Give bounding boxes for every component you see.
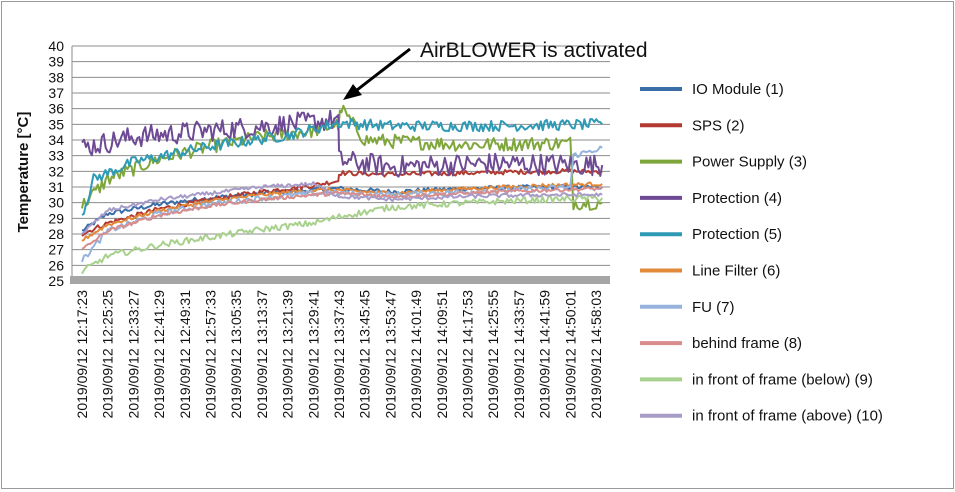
y-tick-label: 30 xyxy=(48,195,64,211)
x-tick-label: 2019/09/12 14:33:57 xyxy=(511,290,527,419)
x-tick-label: 2019/09/12 14:41:59 xyxy=(537,290,553,419)
legend-item-in-front-of-frame-above-10: in front of frame (above) (10) xyxy=(640,408,883,425)
y-tick-label: 34 xyxy=(48,132,64,148)
series-line-in-front-of-frame-below-9 xyxy=(81,194,604,275)
y-tick-label: 28 xyxy=(48,226,64,242)
x-tick-label: 2019/09/12 12:49:31 xyxy=(177,290,193,419)
legend-item-protection-4: Protection (4) xyxy=(640,190,782,207)
x-axis-ticks: 2019/09/12 12:17:23 2019/09/12 12:25:25 20… xyxy=(74,290,604,419)
series-line-sps-2 xyxy=(81,168,603,237)
legend-item-io-module-1: IO Module (1) xyxy=(640,81,784,98)
x-tick-label: 2019/09/12 13:29:41 xyxy=(305,290,321,419)
y-tick-label: 31 xyxy=(48,179,64,195)
series-line-protection-4 xyxy=(81,109,604,178)
legend-label: IO Module (1) xyxy=(692,81,784,98)
legend-label: Power Supply (3) xyxy=(692,154,807,171)
series-line-protection-5 xyxy=(81,118,603,216)
y-tick-label: 38 xyxy=(48,69,64,85)
y-tick-label: 26 xyxy=(48,257,64,273)
annotation-arrowhead xyxy=(343,84,362,100)
x-tick-label: 2019/09/12 12:33:27 xyxy=(125,290,141,419)
y-tick-label: 25 xyxy=(48,273,64,289)
legend-label: Protection (4) xyxy=(692,190,782,207)
series-line-behind-frame-8 xyxy=(81,186,603,250)
legend-label: in front of frame (above) (10) xyxy=(692,408,883,425)
y-tick-label: 40 xyxy=(48,38,64,54)
legend-item-in-front-of-frame-below-9: in front of frame (below) (9) xyxy=(640,371,873,388)
y-tick-label: 29 xyxy=(48,210,64,226)
x-tick-label: 2019/09/12 14:01:49 xyxy=(408,290,424,419)
legend-label: Line Filter (6) xyxy=(692,263,780,280)
y-tick-label: 33 xyxy=(48,148,64,164)
x-tick-label: 2019/09/12 12:57:33 xyxy=(203,290,219,419)
legend-item-fu-7: FU (7) xyxy=(640,299,735,316)
x-tick-label: 2019/09/12 13:45:45 xyxy=(357,290,373,419)
annotation-arrow xyxy=(356,47,411,92)
y-tick-label: 36 xyxy=(48,101,64,117)
series-lines xyxy=(81,104,604,275)
legend-item-protection-5: Protection (5) xyxy=(640,226,782,243)
x-axis-bar xyxy=(70,276,610,284)
y-tick-label: 35 xyxy=(48,116,64,132)
legend: IO Module (1) SPS (2) Power Supply (3) Prot… xyxy=(640,81,883,425)
y-tick-label: 32 xyxy=(48,163,64,179)
legend-item-behind-frame-8: behind frame (8) xyxy=(640,335,802,352)
y-axis-label: Temperature [°C] xyxy=(15,112,32,233)
x-tick-label: 2019/09/12 14:17:53 xyxy=(460,290,476,419)
x-tick-label: 2019/09/12 13:13:37 xyxy=(254,290,270,419)
x-tick-label: 2019/09/12 12:25:25 xyxy=(100,290,116,419)
legend-item-sps-2: SPS (2) xyxy=(640,117,745,134)
x-tick-label: 2019/09/12 13:05:35 xyxy=(228,290,244,419)
legend-item-line-filter-6: Line Filter (6) xyxy=(640,263,780,280)
series-line-in-front-of-frame-above-10 xyxy=(81,181,603,235)
legend-item-power-supply-3: Power Supply (3) xyxy=(640,154,807,171)
x-tick-label: 2019/09/12 12:17:23 xyxy=(74,290,90,419)
x-tick-label: 2019/09/12 13:21:39 xyxy=(280,290,296,419)
x-tick-label: 2019/09/12 13:37:43 xyxy=(331,290,347,419)
y-tick-label: 37 xyxy=(48,85,64,101)
y-tick-label: 39 xyxy=(48,54,64,70)
annotation-text: AirBLOWER is activated xyxy=(420,39,648,62)
y-tick-label: 27 xyxy=(48,242,64,258)
x-tick-label: 2019/09/12 13:53:47 xyxy=(382,290,398,419)
x-tick-label: 2019/09/12 14:25:55 xyxy=(485,290,501,419)
legend-label: in front of frame (below) (9) xyxy=(692,371,873,388)
legend-label: SPS (2) xyxy=(692,117,745,134)
x-tick-label: 2019/09/12 14:50:01 xyxy=(562,290,578,419)
legend-label: Protection (5) xyxy=(692,226,782,243)
x-tick-label: 2019/09/12 14:58:03 xyxy=(588,290,604,419)
x-tick-label: 2019/09/12 14:09:51 xyxy=(434,290,450,419)
annotation: AirBLOWER is activated xyxy=(343,39,648,100)
legend-label: behind frame (8) xyxy=(692,335,802,352)
series-line-fu-7 xyxy=(81,145,603,263)
legend-label: FU (7) xyxy=(692,299,735,316)
x-tick-label: 2019/09/12 12:41:29 xyxy=(151,290,167,419)
